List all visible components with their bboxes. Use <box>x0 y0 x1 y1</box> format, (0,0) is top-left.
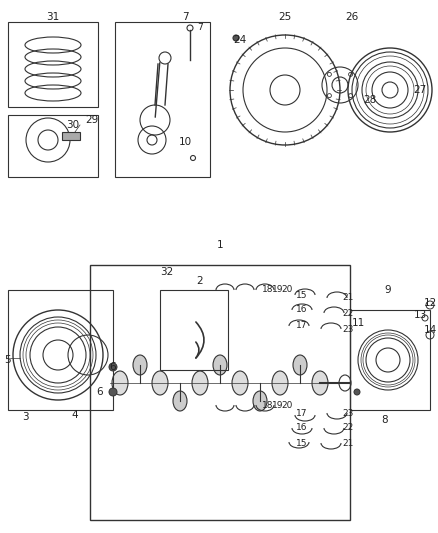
Text: 29: 29 <box>85 115 99 125</box>
Text: 9: 9 <box>385 285 391 295</box>
Text: 27: 27 <box>413 85 427 95</box>
Text: 17: 17 <box>296 408 307 417</box>
Text: 15: 15 <box>296 439 307 448</box>
Text: 1: 1 <box>217 240 223 250</box>
Ellipse shape <box>312 371 328 395</box>
Text: 31: 31 <box>46 12 60 22</box>
Text: 8: 8 <box>381 415 389 425</box>
Text: 21: 21 <box>342 439 353 448</box>
Text: 16: 16 <box>296 305 307 314</box>
Bar <box>8 290 113 410</box>
Text: 20: 20 <box>282 400 293 409</box>
Text: 24: 24 <box>233 35 247 45</box>
Text: 3: 3 <box>22 412 28 422</box>
Text: 2: 2 <box>197 276 203 286</box>
Circle shape <box>233 35 239 41</box>
Text: 16: 16 <box>296 424 307 432</box>
Ellipse shape <box>152 371 168 395</box>
Text: 4: 4 <box>72 410 78 420</box>
Ellipse shape <box>173 391 187 411</box>
Text: 5: 5 <box>4 355 11 365</box>
Text: 20: 20 <box>282 286 293 295</box>
Text: 28: 28 <box>364 95 377 105</box>
Circle shape <box>109 363 117 371</box>
Bar <box>8 22 98 107</box>
Bar <box>115 22 210 177</box>
Text: 7: 7 <box>182 12 188 22</box>
Text: 18: 18 <box>261 286 273 295</box>
Ellipse shape <box>192 371 208 395</box>
Text: 25: 25 <box>279 12 292 22</box>
Bar <box>8 115 98 177</box>
Bar <box>90 265 350 520</box>
Bar <box>62 132 80 140</box>
Text: 23: 23 <box>342 408 353 417</box>
Text: 23: 23 <box>342 325 353 334</box>
Text: 6: 6 <box>97 387 103 397</box>
Text: 7: 7 <box>197 23 203 33</box>
Text: 13: 13 <box>413 310 427 320</box>
Text: 30: 30 <box>67 120 80 130</box>
Text: 32: 32 <box>160 267 173 277</box>
Text: 10: 10 <box>178 137 191 147</box>
Ellipse shape <box>232 371 248 395</box>
Ellipse shape <box>253 391 267 411</box>
Text: 17: 17 <box>296 320 307 329</box>
Bar <box>350 310 430 410</box>
Text: 15: 15 <box>296 292 307 301</box>
Text: 19: 19 <box>272 400 283 409</box>
Text: 21: 21 <box>342 294 353 303</box>
Ellipse shape <box>293 355 307 375</box>
Ellipse shape <box>112 371 128 395</box>
Ellipse shape <box>213 355 227 375</box>
Text: 19: 19 <box>272 286 283 295</box>
Text: 14: 14 <box>424 325 437 335</box>
Text: 12: 12 <box>424 298 437 308</box>
Ellipse shape <box>133 355 147 375</box>
Circle shape <box>109 388 117 396</box>
Bar <box>160 290 228 370</box>
Circle shape <box>354 389 360 395</box>
Text: 26: 26 <box>346 12 359 22</box>
Text: 18: 18 <box>261 400 273 409</box>
Text: 11: 11 <box>351 318 364 328</box>
Text: 22: 22 <box>342 424 353 432</box>
Text: 22: 22 <box>342 309 353 318</box>
Text: 6: 6 <box>110 362 117 372</box>
Ellipse shape <box>272 371 288 395</box>
